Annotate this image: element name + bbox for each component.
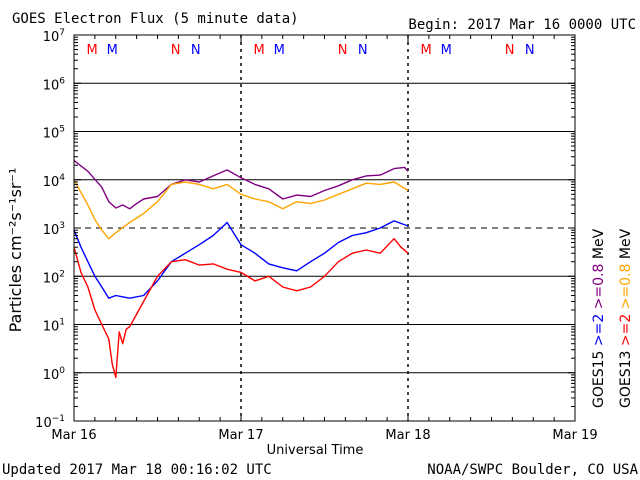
updated-timestamp: Updated 2017 Mar 18 00:16:02 UTC (2, 462, 272, 478)
day-marker-label: M (274, 43, 285, 58)
chart-title: GOES Electron Flux (5 minute data) (12, 11, 299, 27)
legend-entry: >=2 (591, 314, 607, 351)
series-line (73, 179, 409, 240)
series-lines (73, 159, 409, 379)
day-marker-label: M (86, 43, 97, 58)
x-axis-ticks: Mar 16 Mar 17 Mar 18 Mar 19 (51, 35, 598, 443)
y-tick-label: 104 (43, 173, 66, 190)
day-marker-label: M (253, 43, 264, 58)
legend-column: GOES13 >=2 >=0.8 MeV (618, 228, 634, 408)
y-tick-label: 101 (43, 318, 65, 335)
day-marker-label: N (358, 43, 368, 58)
series-line (73, 220, 409, 299)
legend-entry: >=0.8 (591, 264, 607, 314)
x-tick-label: Mar 16 (51, 428, 96, 443)
series-line (73, 237, 409, 379)
legend-entry: GOES15 (591, 351, 607, 408)
legend-column: GOES15 >=2 >=0.8 MeV (591, 228, 607, 408)
legend-entry: >=0.8 (618, 264, 634, 314)
x-tick-label: Mar 18 (385, 428, 430, 443)
legend-entry: GOES13 (618, 351, 634, 408)
day-boundary-lines (240, 35, 409, 421)
day-marker-label: M (107, 43, 118, 58)
x-axis-label: Universal Time (267, 443, 364, 458)
y-tick-label: 107 (43, 28, 65, 45)
day-marker-label: M (441, 43, 452, 58)
y-tick-label: 106 (43, 76, 66, 93)
day-marker-label: N (171, 43, 181, 58)
day-marker-label: N (338, 43, 348, 58)
legend-entry: MeV (618, 228, 634, 263)
y-tick-label: 102 (43, 269, 65, 286)
y-axis-ticks: 107 106 105 104 103 102 101 100 10−1 (35, 28, 575, 431)
grid-lines (74, 82, 575, 374)
legend-entry: >=2 (618, 314, 634, 351)
y-tick-label: 100 (43, 366, 66, 383)
y-axis-label: Particles cm⁻²s⁻¹sr⁻¹ (6, 168, 25, 333)
y-tick-label: 105 (43, 125, 65, 142)
day-marker-label: N (505, 43, 515, 58)
legend-entry: MeV (591, 228, 607, 263)
y-tick-label: 103 (43, 221, 65, 238)
begin-date-label: Begin: 2017 Mar 16 0000 UTC (408, 17, 636, 33)
series-line (73, 159, 409, 210)
x-tick-label: Mar 19 (552, 428, 597, 443)
x-tick-label: Mar 17 (218, 428, 263, 443)
day-marker-label: M (420, 43, 431, 58)
plot-frame (73, 34, 576, 422)
y-tick-label: 10−1 (35, 414, 65, 431)
day-marker-label: N (525, 43, 535, 58)
day-marker-label: N (191, 43, 201, 58)
source-credit: NOAA/SWPC Boulder, CO USA (427, 462, 638, 478)
